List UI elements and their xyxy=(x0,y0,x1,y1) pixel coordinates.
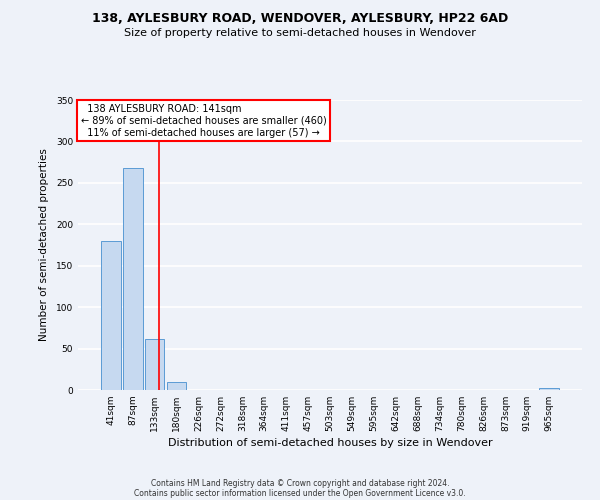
Bar xyxy=(123,168,143,390)
Text: 138, AYLESBURY ROAD, WENDOVER, AYLESBURY, HP22 6AD: 138, AYLESBURY ROAD, WENDOVER, AYLESBURY… xyxy=(92,12,508,26)
Bar xyxy=(167,382,187,390)
Text: Size of property relative to semi-detached houses in Wendover: Size of property relative to semi-detach… xyxy=(124,28,476,38)
Bar xyxy=(539,388,559,390)
X-axis label: Distribution of semi-detached houses by size in Wendover: Distribution of semi-detached houses by … xyxy=(167,438,493,448)
Text: 138 AYLESBURY ROAD: 141sqm
← 89% of semi-detached houses are smaller (460)
  11%: 138 AYLESBURY ROAD: 141sqm ← 89% of semi… xyxy=(80,104,326,138)
Text: Contains public sector information licensed under the Open Government Licence v3: Contains public sector information licen… xyxy=(134,488,466,498)
Bar xyxy=(145,338,164,390)
Y-axis label: Number of semi-detached properties: Number of semi-detached properties xyxy=(39,148,49,342)
Bar xyxy=(101,241,121,390)
Text: Contains HM Land Registry data © Crown copyright and database right 2024.: Contains HM Land Registry data © Crown c… xyxy=(151,478,449,488)
